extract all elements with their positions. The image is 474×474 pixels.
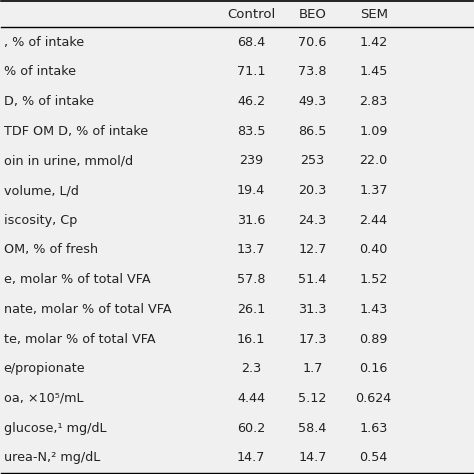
Text: 1.43: 1.43 <box>359 303 388 316</box>
Text: , % of intake: , % of intake <box>4 36 84 49</box>
Text: OM, % of fresh: OM, % of fresh <box>4 244 98 256</box>
Text: 71.1: 71.1 <box>237 65 265 78</box>
Text: iscosity, Cp: iscosity, Cp <box>4 214 77 227</box>
Text: 0.624: 0.624 <box>356 392 392 405</box>
Text: 0.89: 0.89 <box>359 333 388 346</box>
Text: D, % of intake: D, % of intake <box>4 95 94 108</box>
Text: urea-N,² mg/dL: urea-N,² mg/dL <box>4 451 100 464</box>
Text: 5.12: 5.12 <box>298 392 327 405</box>
Text: 60.2: 60.2 <box>237 421 265 435</box>
Text: 86.5: 86.5 <box>298 125 327 138</box>
Text: 2.44: 2.44 <box>360 214 388 227</box>
Text: 70.6: 70.6 <box>298 36 327 49</box>
Text: 14.7: 14.7 <box>298 451 327 464</box>
Text: 26.1: 26.1 <box>237 303 265 316</box>
Text: 4.44: 4.44 <box>237 392 265 405</box>
Text: BEO: BEO <box>299 8 326 21</box>
Text: 68.4: 68.4 <box>237 36 265 49</box>
Text: 1.7: 1.7 <box>302 362 323 375</box>
Text: 58.4: 58.4 <box>298 421 327 435</box>
Text: 1.37: 1.37 <box>359 184 388 197</box>
Text: 49.3: 49.3 <box>298 95 327 108</box>
Text: 16.1: 16.1 <box>237 333 265 346</box>
Text: 1.63: 1.63 <box>359 421 388 435</box>
Text: 0.54: 0.54 <box>359 451 388 464</box>
Text: nate, molar % of total VFA: nate, molar % of total VFA <box>4 303 172 316</box>
Text: 24.3: 24.3 <box>298 214 327 227</box>
Text: 22.0: 22.0 <box>360 155 388 167</box>
Text: TDF OM D, % of intake: TDF OM D, % of intake <box>4 125 148 138</box>
Text: 1.45: 1.45 <box>359 65 388 78</box>
Text: 12.7: 12.7 <box>298 244 327 256</box>
Text: 57.8: 57.8 <box>237 273 265 286</box>
Text: e/propionate: e/propionate <box>4 362 85 375</box>
Text: % of intake: % of intake <box>4 65 76 78</box>
Text: 46.2: 46.2 <box>237 95 265 108</box>
Text: 51.4: 51.4 <box>298 273 327 286</box>
Text: glucose,¹ mg/dL: glucose,¹ mg/dL <box>4 421 106 435</box>
Text: 31.3: 31.3 <box>298 303 327 316</box>
Text: 1.42: 1.42 <box>360 36 388 49</box>
Text: 17.3: 17.3 <box>298 333 327 346</box>
Text: oa, ×10⁵/mL: oa, ×10⁵/mL <box>4 392 83 405</box>
Text: 0.16: 0.16 <box>359 362 388 375</box>
Text: 14.7: 14.7 <box>237 451 265 464</box>
Text: e, molar % of total VFA: e, molar % of total VFA <box>4 273 150 286</box>
Text: 253: 253 <box>300 155 325 167</box>
Text: 1.09: 1.09 <box>359 125 388 138</box>
Text: 2.3: 2.3 <box>241 362 261 375</box>
Text: oin in urine, mmol/d: oin in urine, mmol/d <box>4 155 133 167</box>
Text: 31.6: 31.6 <box>237 214 265 227</box>
Text: SEM: SEM <box>360 8 388 21</box>
Text: 19.4: 19.4 <box>237 184 265 197</box>
Text: 13.7: 13.7 <box>237 244 265 256</box>
Text: 239: 239 <box>239 155 263 167</box>
Text: 0.40: 0.40 <box>359 244 388 256</box>
Text: volume, L/d: volume, L/d <box>4 184 79 197</box>
Text: 20.3: 20.3 <box>298 184 327 197</box>
Text: 73.8: 73.8 <box>298 65 327 78</box>
Text: 2.83: 2.83 <box>359 95 388 108</box>
Text: 83.5: 83.5 <box>237 125 265 138</box>
Text: te, molar % of total VFA: te, molar % of total VFA <box>4 333 155 346</box>
Text: 1.52: 1.52 <box>359 273 388 286</box>
Text: Control: Control <box>227 8 275 21</box>
